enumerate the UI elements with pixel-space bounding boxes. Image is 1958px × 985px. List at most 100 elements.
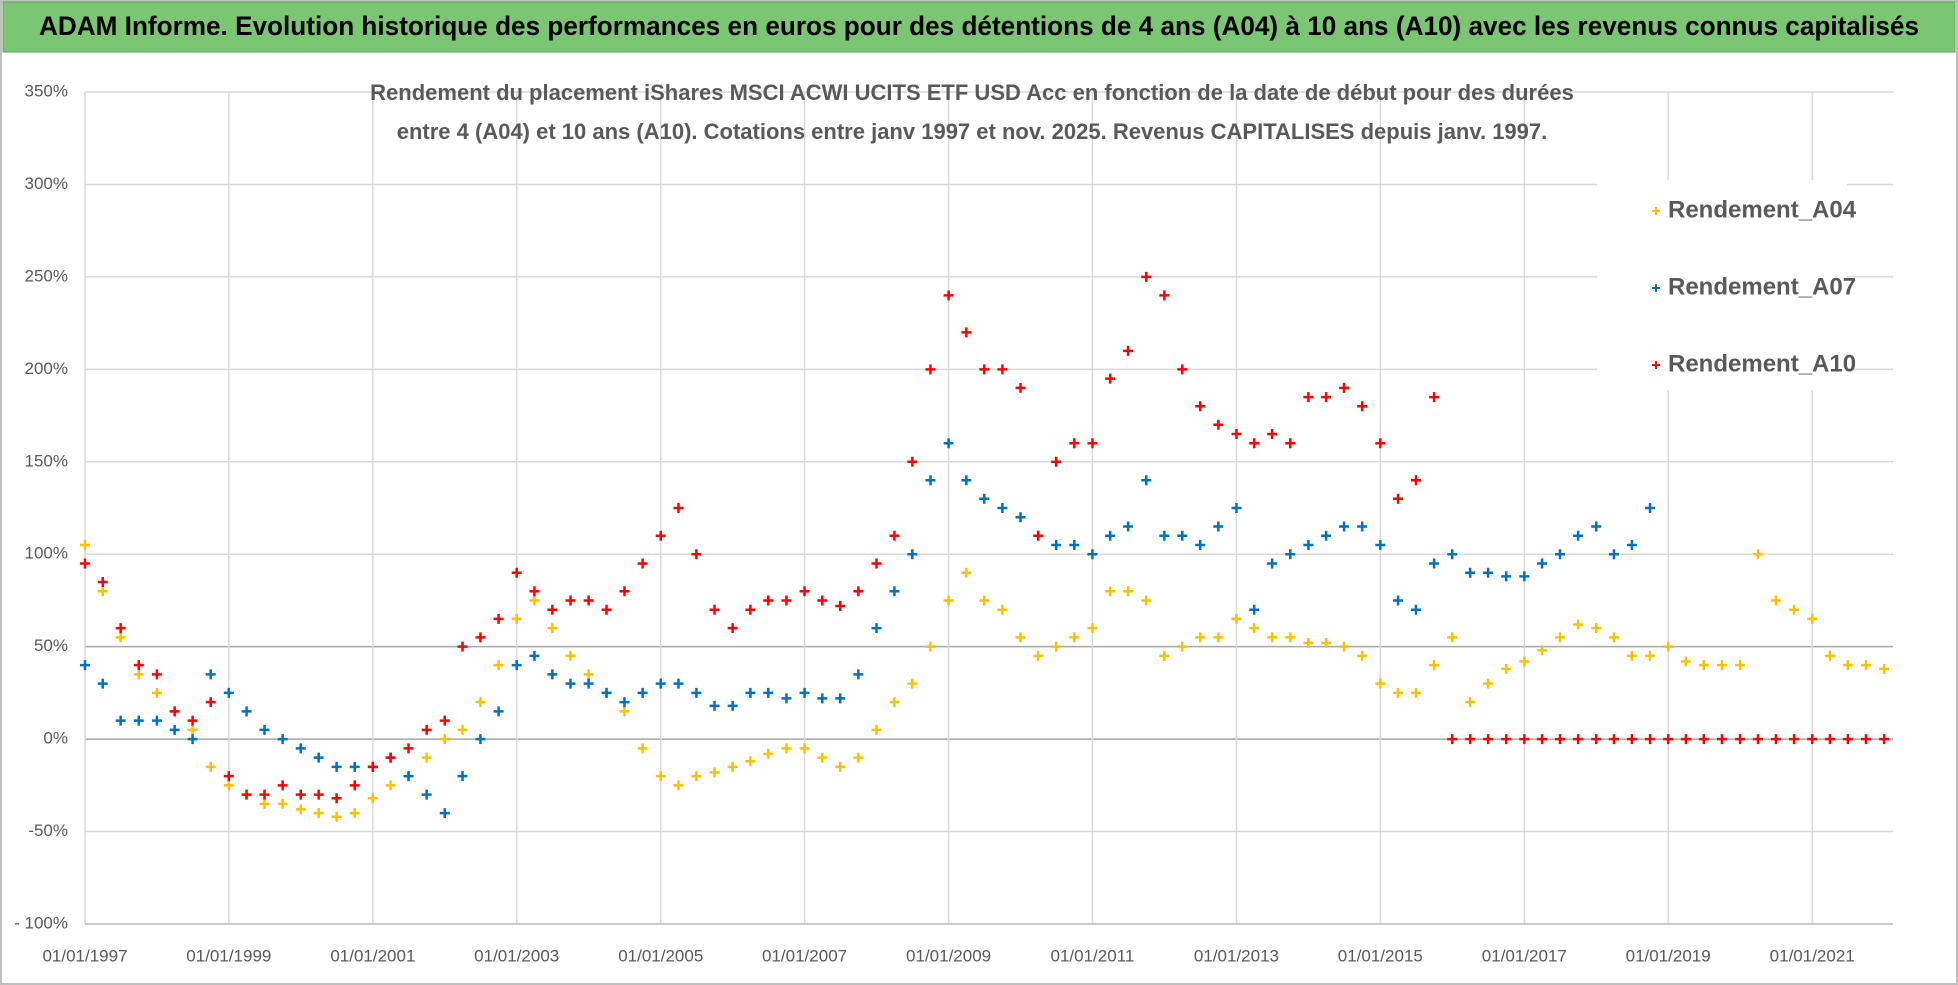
data-point (1447, 632, 1458, 643)
x-tick-label: 01/01/2005 (618, 946, 703, 965)
data-point (439, 734, 450, 745)
data-point (277, 798, 288, 809)
data-point (1177, 641, 1188, 652)
data-point (1626, 539, 1637, 550)
data-point (691, 687, 702, 698)
data-point (1285, 438, 1296, 449)
data-point (115, 715, 126, 726)
data-point (1591, 734, 1602, 745)
data-point (1501, 663, 1512, 674)
data-point (1195, 632, 1206, 643)
x-tick-label: 01/01/2003 (474, 946, 559, 965)
data-point (1141, 475, 1152, 486)
data-point (1410, 687, 1421, 698)
data-point (1087, 438, 1098, 449)
data-point (457, 771, 468, 782)
data-point (1015, 632, 1026, 643)
x-tick-label: 01/01/2013 (1194, 946, 1279, 965)
data-point (1824, 650, 1835, 661)
data-point (1375, 539, 1386, 550)
data-point (961, 327, 972, 338)
data-point (1842, 660, 1853, 671)
data-point (331, 793, 342, 804)
data-point (871, 724, 882, 735)
data-point (475, 697, 486, 708)
data-point (1735, 660, 1746, 671)
data-point (1645, 734, 1656, 745)
data-point (1465, 734, 1476, 745)
y-tick-label: 100% (25, 544, 68, 563)
data-point (1861, 734, 1872, 745)
chart-title: Rendement du placement iShares MSCI ACWI… (370, 80, 1574, 105)
data-point (1195, 401, 1206, 412)
legend-label: Rendement_A10 (1668, 350, 1856, 377)
data-point (1357, 650, 1368, 661)
data-point (1159, 650, 1170, 661)
data-point (817, 752, 828, 763)
data-point (1069, 539, 1080, 550)
data-point (349, 780, 360, 791)
data-point (961, 475, 972, 486)
data-point (691, 549, 702, 560)
data-point (259, 789, 270, 800)
data-point (817, 693, 828, 704)
data-point (979, 493, 990, 504)
data-point (1609, 734, 1619, 745)
data-point (1609, 549, 1619, 560)
data-point (943, 595, 954, 606)
y-tick-label: 250% (25, 266, 68, 285)
data-point (997, 604, 1008, 615)
data-point (1716, 734, 1727, 745)
data-point (727, 761, 738, 772)
data-point (1824, 734, 1835, 745)
data-point (1177, 364, 1188, 375)
data-point (277, 734, 288, 745)
data-point (475, 734, 486, 745)
data-point (655, 678, 666, 689)
data-point (80, 558, 90, 569)
data-point (673, 503, 684, 513)
data-point (223, 771, 234, 782)
data-point (745, 687, 756, 698)
data-point (1357, 401, 1368, 412)
data-point (979, 364, 990, 375)
data-point (1573, 619, 1584, 630)
data-point (1519, 571, 1530, 582)
data-point (115, 623, 126, 634)
data-point (1339, 382, 1350, 393)
data-point (1231, 429, 1242, 440)
data-point (799, 586, 810, 597)
legend-box (1597, 180, 1847, 390)
data-point (1213, 419, 1224, 430)
data-point (1249, 604, 1260, 615)
data-point (1087, 549, 1098, 560)
data-point (1447, 549, 1458, 560)
data-point (385, 780, 396, 791)
data-point (1483, 567, 1494, 578)
data-point (367, 761, 378, 772)
data-point (529, 595, 540, 606)
data-point (547, 604, 558, 615)
data-point (313, 752, 324, 763)
x-tick-label: 01/01/2009 (906, 946, 991, 965)
data-point (367, 793, 378, 804)
data-point (565, 678, 576, 689)
chart-title: entre 4 (A04) et 10 ans (A10). Cotations… (397, 119, 1548, 144)
data-point (565, 595, 576, 606)
data-point (889, 530, 900, 541)
data-point (1555, 549, 1566, 560)
data-point (529, 650, 540, 661)
data-point (1267, 429, 1278, 440)
data-point (133, 669, 144, 680)
data-point (385, 752, 396, 763)
data-point (1645, 650, 1656, 661)
data-point (691, 771, 702, 782)
y-tick-label: 200% (25, 359, 68, 378)
data-point (1501, 571, 1512, 582)
data-point (1626, 734, 1637, 745)
data-point (1123, 345, 1134, 356)
data-point (457, 641, 468, 652)
data-point (1555, 632, 1566, 643)
data-point (1267, 632, 1278, 643)
data-point (187, 724, 198, 735)
